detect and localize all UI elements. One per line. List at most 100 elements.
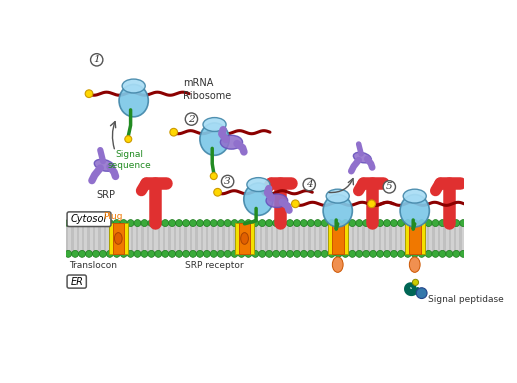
- Circle shape: [349, 250, 356, 257]
- Circle shape: [321, 219, 328, 226]
- Bar: [152, 224, 155, 252]
- Bar: [260, 224, 262, 252]
- Circle shape: [93, 250, 99, 257]
- Bar: [163, 224, 165, 252]
- Circle shape: [259, 219, 266, 226]
- Circle shape: [280, 219, 286, 226]
- Circle shape: [342, 219, 349, 226]
- Bar: [314, 224, 316, 252]
- Bar: [254, 224, 257, 252]
- Circle shape: [127, 250, 134, 257]
- Ellipse shape: [409, 257, 420, 272]
- Bar: [298, 224, 300, 252]
- Bar: [87, 224, 90, 252]
- Ellipse shape: [241, 232, 248, 244]
- Circle shape: [65, 250, 72, 257]
- Text: 3: 3: [224, 177, 231, 186]
- Bar: [120, 224, 122, 252]
- Bar: [344, 223, 348, 254]
- Bar: [195, 224, 197, 252]
- Bar: [422, 224, 424, 252]
- Bar: [325, 224, 327, 252]
- Bar: [443, 224, 446, 252]
- Circle shape: [286, 219, 294, 226]
- Circle shape: [307, 250, 314, 257]
- Ellipse shape: [122, 79, 145, 93]
- Text: SRP receptor: SRP receptor: [185, 261, 244, 270]
- Bar: [124, 223, 128, 254]
- Circle shape: [141, 250, 148, 257]
- Circle shape: [425, 250, 432, 257]
- Circle shape: [272, 219, 280, 226]
- Circle shape: [134, 250, 141, 257]
- Circle shape: [231, 219, 238, 226]
- Text: ER: ER: [70, 277, 83, 286]
- Circle shape: [376, 250, 384, 257]
- Ellipse shape: [400, 195, 429, 227]
- Bar: [408, 223, 421, 254]
- Circle shape: [190, 219, 196, 226]
- Ellipse shape: [247, 178, 270, 192]
- Bar: [109, 223, 113, 254]
- Circle shape: [169, 219, 176, 226]
- Circle shape: [363, 219, 370, 226]
- Circle shape: [231, 250, 238, 257]
- Circle shape: [125, 136, 132, 142]
- Bar: [250, 223, 254, 254]
- Circle shape: [432, 219, 439, 226]
- Circle shape: [259, 250, 266, 257]
- Circle shape: [224, 219, 231, 226]
- Ellipse shape: [244, 183, 273, 215]
- Bar: [158, 224, 160, 252]
- Bar: [190, 224, 192, 252]
- Bar: [405, 224, 408, 252]
- Bar: [373, 224, 375, 252]
- Bar: [432, 224, 435, 252]
- Bar: [211, 224, 214, 252]
- Circle shape: [342, 250, 349, 257]
- Bar: [357, 224, 359, 252]
- Bar: [103, 224, 106, 252]
- Bar: [384, 224, 386, 252]
- Circle shape: [356, 219, 363, 226]
- Circle shape: [99, 219, 107, 226]
- Circle shape: [314, 219, 321, 226]
- Circle shape: [363, 250, 370, 257]
- Circle shape: [460, 250, 467, 257]
- Circle shape: [439, 250, 446, 257]
- Circle shape: [376, 219, 384, 226]
- Bar: [98, 224, 101, 252]
- Circle shape: [413, 279, 419, 285]
- Circle shape: [368, 200, 375, 208]
- Bar: [174, 224, 176, 252]
- Ellipse shape: [326, 189, 349, 203]
- Circle shape: [217, 250, 224, 257]
- Text: 1: 1: [94, 55, 100, 64]
- Bar: [233, 224, 235, 252]
- Bar: [93, 224, 95, 252]
- Circle shape: [120, 250, 127, 257]
- Circle shape: [286, 250, 294, 257]
- Bar: [330, 224, 332, 252]
- Bar: [113, 223, 124, 254]
- Circle shape: [169, 250, 176, 257]
- Bar: [292, 224, 295, 252]
- Circle shape: [203, 219, 210, 226]
- Circle shape: [79, 219, 85, 226]
- Circle shape: [252, 219, 259, 226]
- Bar: [460, 224, 462, 252]
- Circle shape: [252, 250, 259, 257]
- Circle shape: [390, 219, 398, 226]
- Bar: [352, 224, 354, 252]
- Bar: [411, 224, 413, 252]
- Circle shape: [300, 250, 307, 257]
- Circle shape: [196, 250, 203, 257]
- Circle shape: [370, 219, 376, 226]
- Text: Ribosome: Ribosome: [183, 91, 231, 101]
- Bar: [319, 224, 322, 252]
- Circle shape: [148, 250, 155, 257]
- Bar: [109, 224, 111, 252]
- Circle shape: [190, 250, 196, 257]
- Bar: [235, 223, 239, 254]
- Bar: [282, 224, 284, 252]
